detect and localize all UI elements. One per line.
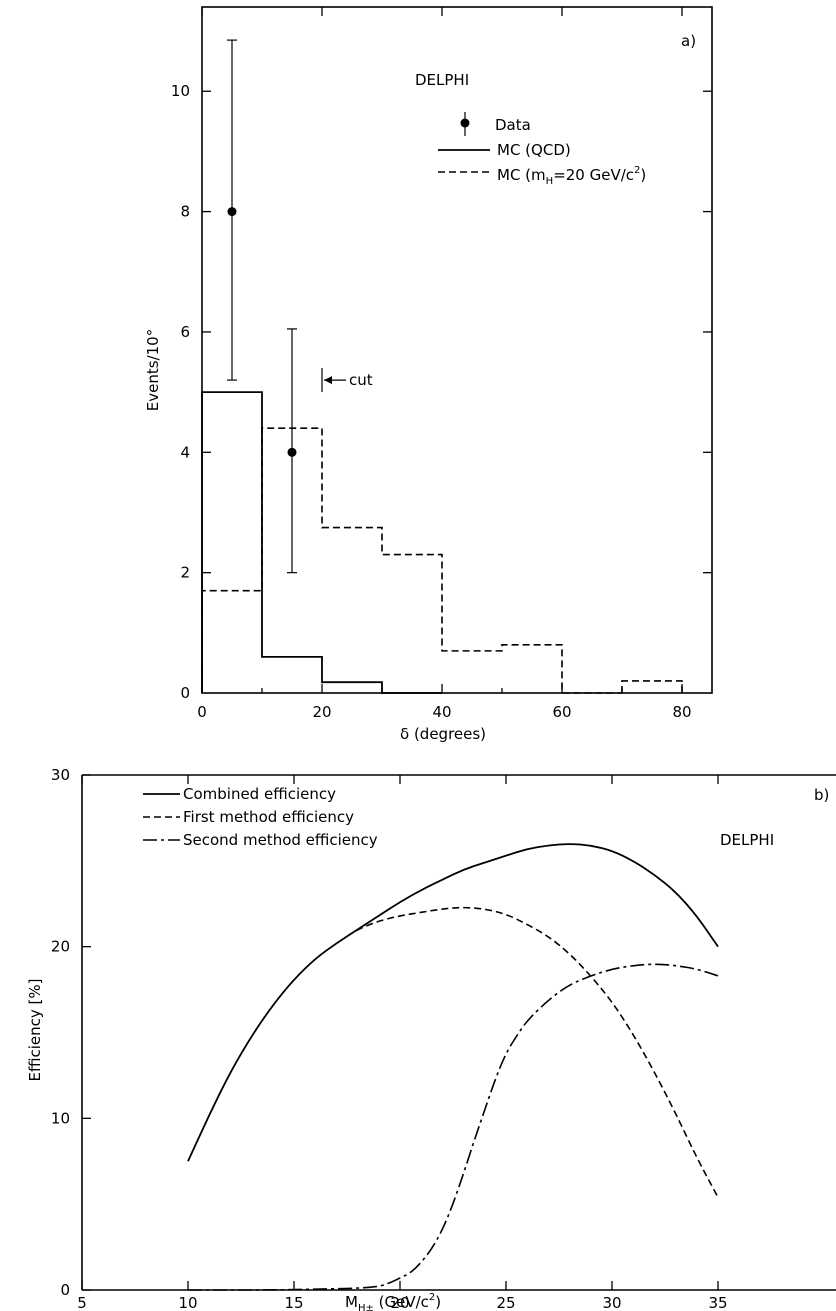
panel-a-xtick-label: 40 bbox=[432, 703, 451, 721]
panel-a-xtick-label: 0 bbox=[197, 703, 207, 721]
panel-a-ylabel: Events/10° bbox=[144, 329, 162, 411]
panel-b-ytick-label: 10 bbox=[51, 1109, 70, 1127]
panel-b-xtick-label: 30 bbox=[602, 1294, 621, 1311]
panel-a-frame bbox=[201, 6, 713, 694]
legend-a-qcd-label: MC (QCD) bbox=[497, 141, 571, 159]
panel-a-xlabel: δ (degrees) bbox=[400, 725, 486, 743]
panel-a-ytick-label: 10 bbox=[171, 82, 190, 100]
panel-a-ticks: 0 20 40 60 80 2 4 6 8 10 0 bbox=[171, 7, 712, 721]
panel-b-ticks: 5 10 15 20 25 30 35 0 10 20 30 bbox=[51, 766, 728, 1311]
panel-b-ytick-label: 30 bbox=[51, 766, 70, 784]
panel-b-ytick-label: 20 bbox=[51, 938, 70, 956]
panel-a-xtick-label: 80 bbox=[672, 703, 691, 721]
panel-a-cut-annotation: cut bbox=[321, 368, 373, 393]
panel-b-experiment-label: DELPHI bbox=[720, 831, 774, 849]
panel-b-xtick-label: 10 bbox=[178, 1294, 197, 1311]
panel-a-origin-label: 0 bbox=[180, 684, 190, 702]
panel-b-xtick-label: 20 bbox=[390, 1294, 409, 1311]
panel-a-xtick-label: 20 bbox=[312, 703, 331, 721]
legend-a-data-marker bbox=[460, 112, 470, 136]
curve-combined-efficiency bbox=[187, 843, 719, 1162]
data-point bbox=[227, 207, 237, 217]
panel-b-xtick-label: 15 bbox=[284, 1294, 303, 1311]
legend-b-second-label: Second method efficiency bbox=[183, 831, 378, 849]
panel-a-series bbox=[202, 392, 682, 693]
curve-second-method-efficiency bbox=[188, 963, 719, 1291]
legend-b-first-label: First method efficiency bbox=[183, 808, 354, 826]
panel-b-panel-label: b) bbox=[814, 786, 829, 804]
panel-b-legend: Combined efficiency First method efficie… bbox=[143, 785, 378, 849]
panel-a-ytick-label: 6 bbox=[180, 323, 190, 341]
panel-b-xlabel: MH± (GeV/c2) bbox=[345, 1292, 441, 1311]
panel-b-efficiency: 5 10 15 20 25 30 35 0 10 20 30 DELPHI b) Combined … bbox=[26, 766, 836, 1311]
panel-b-series bbox=[187, 843, 719, 1291]
panel-b-xtick-label: 25 bbox=[496, 1294, 515, 1311]
panel-b-xtick-label: 35 bbox=[708, 1294, 727, 1311]
panel-a-ytick-label: 4 bbox=[180, 443, 190, 461]
panel-a-xtick-label: 60 bbox=[552, 703, 571, 721]
panel-b-xtick-label: 5 bbox=[77, 1294, 87, 1311]
panel-a-ytick-label: 8 bbox=[180, 203, 190, 221]
panel-a-panel-label: a) bbox=[681, 32, 696, 50]
cut-label: cut bbox=[349, 371, 373, 389]
legend-a-signal-label: MC (mH=20 GeV/c2) bbox=[497, 165, 646, 187]
legend-a-data-label: Data bbox=[495, 116, 531, 134]
panel-a-experiment-label: DELPHI bbox=[415, 71, 469, 89]
panel-b-ytick-label: 0 bbox=[60, 1281, 70, 1299]
curve-first-method-efficiency bbox=[346, 906, 719, 1198]
histogram-qcd-mc bbox=[202, 392, 682, 693]
legend-b-combined-label: Combined efficiency bbox=[183, 785, 336, 803]
panel-a-data-points bbox=[227, 39, 297, 574]
panel-a-legend: Data MC (QCD) MC (mH=20 GeV/c2) bbox=[438, 112, 646, 187]
panel-a-ytick-label: 2 bbox=[180, 564, 190, 582]
data-point bbox=[287, 447, 297, 457]
histogram-signal-mc bbox=[201, 427, 683, 694]
panel-b-ylabel: Efficiency [%] bbox=[26, 979, 44, 1082]
panel-a-histogram: 0 20 40 60 80 2 4 6 8 10 0 DELPHI a) Data MC (QCD)… bbox=[144, 6, 713, 743]
